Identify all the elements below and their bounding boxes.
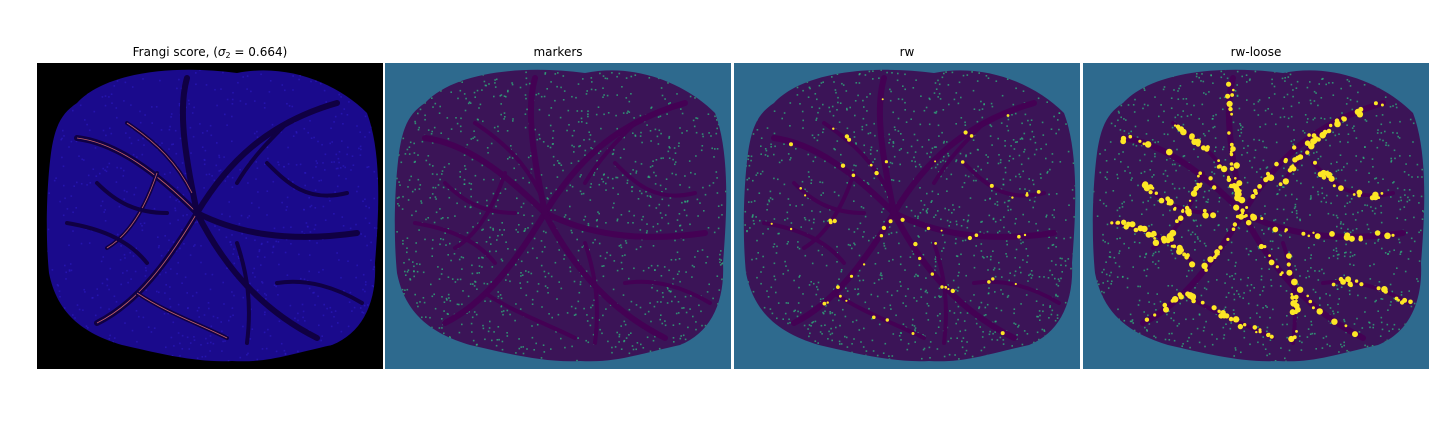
markers-image — [385, 63, 731, 369]
vessel-layer — [65, 75, 364, 345]
frangi-image — [37, 63, 383, 369]
vessel-layer — [413, 75, 712, 345]
panel-title-rw-loose: rw-loose — [1230, 45, 1282, 59]
retina-region — [743, 69, 1076, 362]
panel-title-frangi: Frangi score, (σ2 = 0.664) — [132, 45, 288, 60]
panel-image-frangi — [37, 63, 383, 369]
panel-title-rw: rw — [899, 45, 915, 59]
panel-image-markers — [385, 63, 731, 369]
panel-title-markers: markers — [533, 45, 583, 59]
segmentation-accents — [770, 98, 1041, 336]
panel-image-rw — [734, 63, 1080, 369]
retina-region — [1092, 69, 1425, 362]
panel-image-rw-loose — [1083, 63, 1429, 369]
segmentation-accents — [1110, 81, 1413, 343]
retina-region — [46, 69, 379, 362]
rw-loose-image — [1083, 63, 1429, 369]
retina-region — [394, 69, 727, 362]
rw-image — [734, 63, 1080, 369]
